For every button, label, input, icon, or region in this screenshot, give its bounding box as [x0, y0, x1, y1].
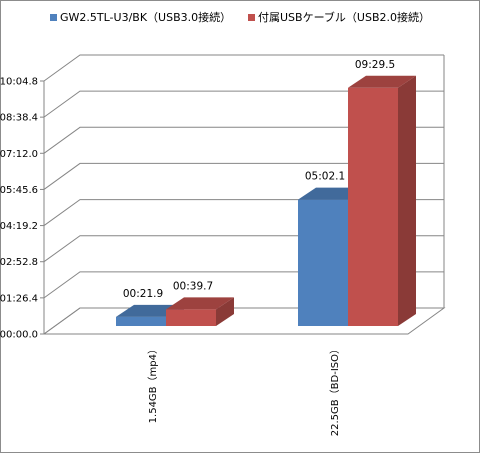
gridline — [43, 54, 444, 82]
axes — [40, 80, 408, 335]
legend: GW2.5TL-U3/BK（USB3.0接続） 付属USBケーブル（USB2.0接… — [50, 10, 430, 24]
y-tick-label: 04:19.2 — [0, 221, 38, 232]
data-label: 00:21.9 — [123, 288, 163, 300]
y-tick-label: 05:45.6 — [0, 185, 38, 196]
y-tick-label: 00:00.0 — [0, 330, 38, 341]
bar-front — [298, 199, 348, 326]
category-label: 1.54GB（mp4） — [147, 344, 159, 423]
data-label: 00:39.7 — [173, 280, 213, 292]
data-label: 05:02.1 — [305, 171, 345, 183]
legend-label: GW2.5TL-U3/BK（USB3.0接続） — [60, 10, 231, 24]
bar-front — [116, 316, 166, 326]
gridline — [43, 162, 444, 190]
bar-front — [348, 87, 398, 327]
gridline — [43, 90, 444, 118]
y-tick-label: 01:26.4 — [0, 293, 38, 304]
y-tick-label: 02:52.8 — [0, 257, 38, 268]
y-tick-label: 08:38.4 — [0, 113, 38, 124]
bar-side — [398, 75, 416, 327]
y-tick-label: 07:12.0 — [0, 149, 38, 160]
legend-swatch — [248, 14, 255, 21]
bar-side — [216, 297, 234, 326]
bar-top — [166, 297, 234, 310]
bar-front — [166, 309, 216, 326]
data-label: 09:29.5 — [355, 59, 395, 71]
data-labels: 00:21.9 00:39.7 05:02.1 09:29.5 — [123, 59, 395, 300]
y-tick-label: 10:04.8 — [0, 77, 38, 88]
bars — [116, 75, 416, 327]
category-label: 22.5GB（BD-ISO） — [329, 344, 341, 436]
legend-label: 付属USBケーブル（USB2.0接続） — [258, 10, 430, 24]
gridline — [43, 126, 444, 154]
legend-swatch — [50, 14, 57, 21]
y-tick-labels: 00:00.0 01:26.4 02:52.8 04:19.2 05:45.6 07:12… — [0, 77, 38, 341]
bar-top — [348, 75, 416, 88]
category-labels: 1.54GB（mp4） 22.5GB（BD-ISO） — [147, 344, 341, 436]
